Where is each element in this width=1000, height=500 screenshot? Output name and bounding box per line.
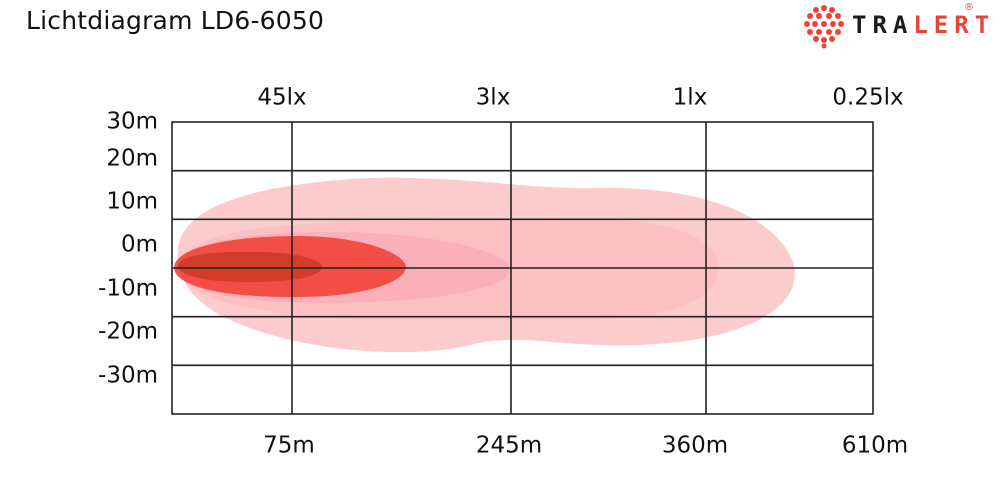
y-tick-label: -20m [98, 319, 158, 345]
logo-wordmark: TRALERT [852, 11, 995, 39]
tralert-logo: TRALERT ® [800, 2, 989, 52]
page-title: Lichtdiagram LD6-6050 [26, 6, 325, 35]
y-tick-label: 0m [121, 232, 158, 258]
distance-label: 75m [263, 433, 315, 459]
registered-mark: ® [964, 2, 974, 13]
logo-text-accent: LERT [913, 11, 996, 39]
y-tick-label: 10m [106, 189, 158, 215]
logo-text-dark: TRA [852, 11, 914, 39]
chart-grid [171, 121, 874, 415]
lux-label: 0.25lx [832, 85, 903, 111]
lux-label: 45lx [257, 85, 306, 111]
distance-label: 610m [842, 433, 908, 459]
y-tick-label: 20m [106, 146, 158, 172]
y-tick-label: -30m [98, 363, 158, 389]
light-zones [174, 177, 795, 353]
y-tick-label: 30m [106, 109, 158, 135]
logo-dots-icon [804, 5, 844, 49]
lux-label: 1lx [673, 85, 708, 111]
lux-labels: 45lx 3lx 1lx 0.25lx [257, 85, 903, 111]
y-tick-label: -10m [98, 276, 158, 302]
distance-labels: 75m 245m 360m 610m [263, 433, 908, 459]
distance-label: 360m [662, 433, 728, 459]
lux-label: 3lx [476, 85, 511, 111]
distance-label: 245m [476, 433, 542, 459]
zone-core [178, 251, 322, 283]
y-axis-labels: 30m 20m 10m 0m -10m -20m -30m [98, 109, 158, 389]
